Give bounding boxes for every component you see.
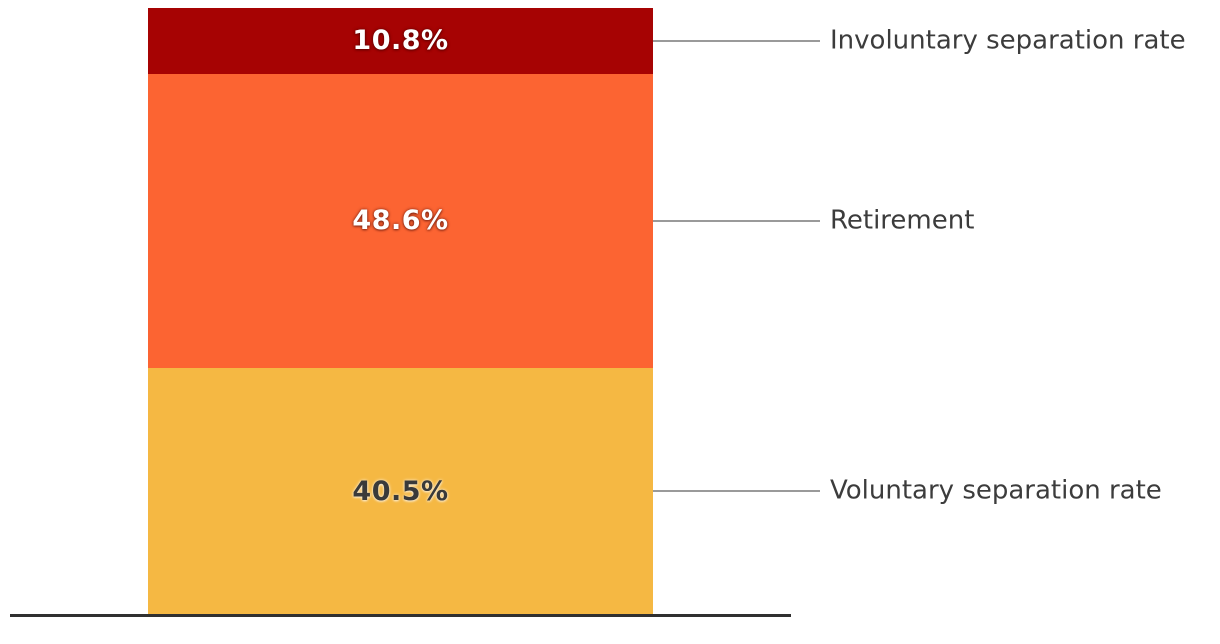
segment-value-label: 10.8% — [352, 25, 449, 57]
segment-value-label: 40.5% — [352, 475, 449, 507]
stacked-bar: 10.8% Involuntary separation rate 48.6% … — [148, 8, 1186, 614]
bar-segment-involuntary-separation[interactable]: 10.8% Involuntary separation rate — [148, 8, 1186, 74]
segment-category-label: Voluntary separation rate — [830, 475, 1162, 506]
bar-segment-voluntary-separation[interactable]: 40.5% Voluntary separation rate — [148, 368, 1162, 614]
bar-segment-retirement[interactable]: 48.6% Retirement — [148, 73, 974, 369]
callout-line — [653, 490, 820, 493]
segment-category-label: Involuntary separation rate — [830, 25, 1186, 56]
segment-value-label: 48.6% — [352, 205, 449, 237]
segment-category-label: Retirement — [830, 205, 975, 236]
callout-line — [653, 39, 820, 42]
callout-line — [653, 219, 820, 222]
baseline-axis — [10, 614, 791, 617]
